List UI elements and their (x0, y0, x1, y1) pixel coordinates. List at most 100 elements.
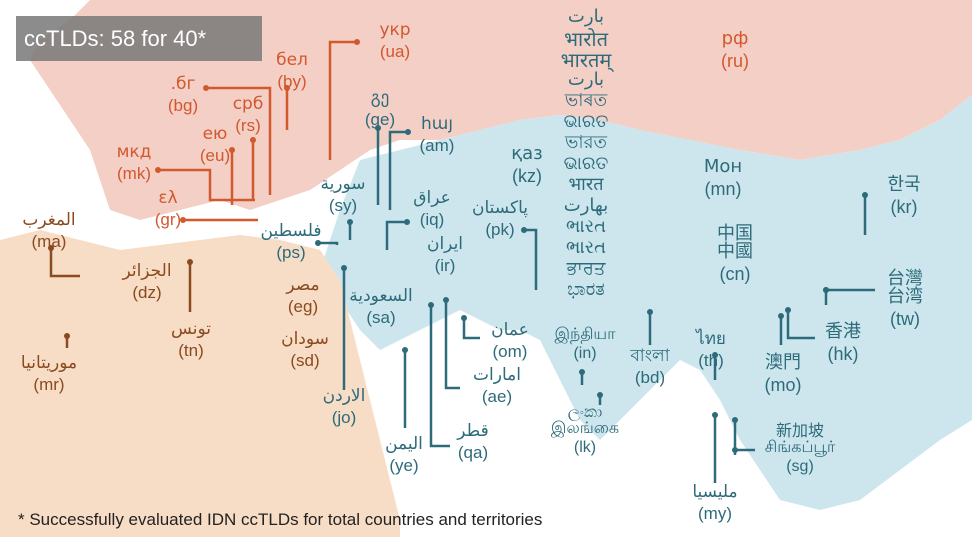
connector-dot-om (461, 315, 467, 321)
cctld-script-rs: срб (232, 94, 264, 114)
cctld-script-sa: السعودية (349, 286, 413, 306)
cctld-script-mn: Мон (703, 156, 743, 177)
india-script-1: بارت (567, 6, 605, 27)
cctld-label-jo: الاردن (jo) (323, 388, 366, 427)
cctld-code-ua: (ua) (379, 42, 411, 61)
connector-dot-ma (48, 245, 54, 251)
india-script-4: بارت (567, 69, 605, 90)
cctld-code-ps: (ps) (276, 243, 306, 262)
cctld-script-ge: გე (370, 88, 390, 108)
connector-dot-in (579, 369, 585, 375)
connector-qa (429, 305, 450, 448)
cctld-label-rs: срб (rs) (232, 94, 264, 135)
cctld-script-mr: موريتانيا (20, 353, 78, 373)
cctld-script-ae: امارات (473, 365, 521, 385)
india-script-9: भारत (568, 174, 604, 195)
cctld-code-rs: (rs) (235, 116, 261, 135)
cctld-code-sy: (sy) (328, 196, 358, 215)
india-script-8: ଭାରତ (563, 153, 609, 174)
cctld-label-qa: قطر (qa) (457, 421, 489, 462)
cctld-label-bg: .бг (bg) (168, 76, 198, 115)
connector-dot-bg (203, 85, 209, 91)
cctld-label-hk: 香港 (hk) (825, 321, 861, 364)
connector-dot-dz (187, 259, 193, 265)
connector-ae (444, 300, 460, 390)
cctld-label-sd: سودان (sd) (281, 329, 329, 370)
cctld-script-qa: قطر (457, 421, 489, 441)
map-title: ccTLDs: 58 for 40* (24, 25, 207, 51)
cctld-label-eu: ею (eu) (199, 126, 231, 165)
cctld-code-dz: (dz) (132, 283, 162, 302)
cctld-script-pk: پاکستان (472, 198, 528, 218)
india-script-12: ભારત (565, 237, 607, 258)
connector-dot-lk (597, 392, 603, 398)
cctld-label-tn: تونس (tn) (171, 319, 211, 360)
cctld-code-eg: (eg) (287, 297, 319, 316)
india-script-2: भारोत (564, 27, 608, 51)
cctld-label-my: مليسيا (my) (692, 484, 737, 523)
footnote: * Successfully evaluated IDN ccTLDs for … (18, 510, 543, 529)
cctld-script-am: հայ (421, 114, 453, 134)
cctld-code-eu: (eu) (199, 146, 231, 165)
cctld-script-ye: اليمن (385, 434, 423, 454)
cctld-script-sd: سودان (281, 329, 329, 349)
cctld-code-ge: (ge) (364, 110, 396, 129)
cctld-script-ma: المغرب (22, 210, 76, 230)
cctld-label-eg: مصر (eg) (286, 275, 320, 316)
india-script-7: ভারত (564, 132, 608, 153)
connector-dot-sg2 (732, 417, 738, 423)
cctld-code-sg: (sg) (786, 458, 814, 475)
connector-dot-tw2 (823, 287, 829, 293)
cctld-label-om: عمان (om) (491, 320, 529, 361)
connector-dot-hk (785, 307, 791, 313)
india-script-13: ਭਾਰਤ (566, 258, 606, 279)
connector-dot-my (712, 412, 718, 418)
connector-dot-ua (354, 39, 360, 45)
cctld-script-mk: мкд (116, 142, 152, 162)
cctld-code-mn: (mn) (704, 179, 742, 199)
cctld-code-by: (by) (277, 72, 307, 91)
india-script-5: ভাৰত (564, 90, 608, 111)
cctld-script-hk: 香港 (825, 321, 861, 342)
cctld-label-kr: 한국 (kr) (887, 176, 920, 217)
connector-ps (318, 241, 339, 245)
cctld-label-cn: 中国 中國 (cn) (717, 225, 753, 284)
cctld-script-om: عمان (491, 320, 529, 340)
connector-dot-ge (375, 125, 381, 131)
cctld-script-eg: مصر (286, 275, 320, 295)
cctld-code-qa: (qa) (457, 443, 489, 462)
cctld-label-mk: мкд (mk) (116, 142, 152, 183)
cctld-code-in: (in) (573, 345, 597, 362)
cctld-code-tw: (tw) (890, 309, 920, 329)
cctld-label-mn: Мон (mn) (703, 156, 743, 199)
cctld-script-bd: বাংলা (630, 346, 670, 366)
cctld-code-hk: (hk) (827, 344, 859, 364)
cctld-label-by: бел (by) (276, 52, 308, 91)
cctld-script-tn: تونس (171, 319, 211, 339)
connector-dot-bd (647, 309, 653, 315)
connector-dot-kr (862, 192, 868, 198)
connector-dot-ae (443, 297, 449, 303)
cctld-code-sa: (sa) (366, 308, 396, 327)
cctld-code-ae: (ae) (481, 387, 513, 406)
india-script-10: بھارت (563, 195, 609, 216)
cctld-script-tw: 台灣 台湾 (887, 268, 923, 307)
cctld-script-ir: ایران (426, 234, 464, 254)
cctld-script-ru: рф (721, 28, 749, 49)
cctld-script-lk: ලංකා இலங்கை (550, 402, 620, 437)
cctld-label-pk: پاکستان (pk) (472, 198, 528, 239)
cctld-label-dz: الجزائر (dz) (122, 263, 171, 302)
cctld-label-iq: عراق (iq) (413, 190, 450, 229)
connector-iq (385, 220, 407, 250)
india-script-11: ભારત (565, 216, 607, 237)
cctld-label-ru: рф (ru) (721, 28, 749, 71)
cctld-code-pk: (pk) (485, 220, 515, 239)
cctld-code-mr: (mr) (33, 375, 65, 394)
cctld-label-mo: 澳門 (mo) (765, 354, 802, 395)
connector-dot-mr (64, 333, 70, 339)
india-script-3: भारतम् (560, 48, 612, 72)
cctld-code-am: (am) (419, 136, 455, 155)
cctld-label-ma: المغرب (ma) (22, 210, 76, 251)
connector-dot-ye (402, 347, 408, 353)
cctld-script-ps: فلسطين (260, 221, 322, 241)
